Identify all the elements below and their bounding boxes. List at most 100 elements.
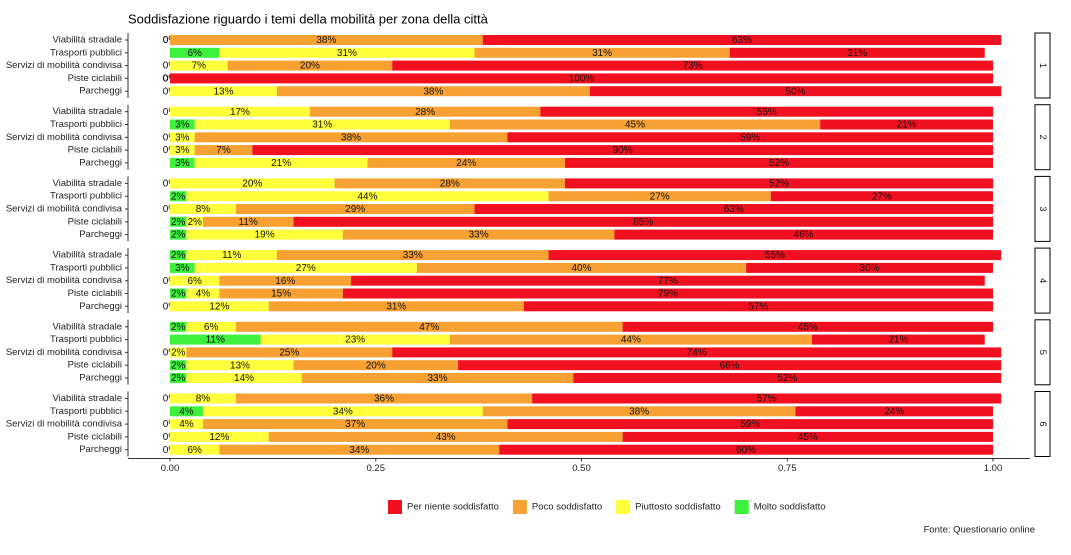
value-label: 11%	[222, 250, 241, 261]
bar-segment	[458, 360, 1002, 371]
facet-label: 2	[1037, 135, 1048, 140]
bar-segment	[170, 229, 187, 240]
bar-segment	[482, 35, 1002, 45]
value-label: 34%	[333, 406, 353, 417]
caption: Fonte: Questionario online	[924, 525, 1035, 536]
facet-strip	[1034, 319, 1051, 386]
value-label: 34%	[349, 445, 369, 456]
bar-segment	[746, 262, 993, 273]
value-label: 3%	[175, 120, 190, 131]
value-label: 59%	[740, 419, 760, 430]
bar-segment	[170, 119, 195, 130]
value-label: 60%	[736, 445, 756, 456]
bar-segment	[186, 373, 302, 383]
value-label: 45%	[798, 322, 818, 333]
y-tick-label: Viabilità stradale	[52, 250, 122, 261]
bar-segment	[499, 444, 993, 455]
bar-segment	[565, 178, 993, 189]
bar-segment	[170, 419, 203, 430]
bar-segment	[589, 86, 1002, 97]
value-label: 15%	[271, 289, 291, 300]
value-label: 31%	[337, 48, 357, 59]
value-label: 3%	[175, 132, 190, 143]
legend-label: Molto soddisfatto	[754, 502, 826, 513]
bar-segment	[170, 288, 187, 299]
value-label: 74%	[687, 348, 707, 359]
y-tick-label: Piste ciclabili	[68, 360, 122, 371]
value-label: 21%	[271, 158, 291, 169]
value-label: 11%	[206, 335, 225, 346]
y-tick-label: Parcheggi	[79, 229, 122, 240]
bar-segment	[276, 86, 590, 97]
value-label: 33%	[427, 373, 447, 384]
value-label: 12%	[209, 432, 229, 443]
bar-segment	[416, 262, 747, 273]
y-tick-label: Viabilità stradale	[52, 321, 122, 332]
value-label: 25%	[279, 348, 299, 359]
value-label: 52%	[777, 373, 797, 384]
facet-strip	[1034, 391, 1051, 457]
value-label: 7%	[216, 145, 231, 156]
y-tick-label: Servizi di mobilità condivisa	[6, 347, 123, 358]
bar-segment	[186, 229, 343, 240]
value-label: 4%	[196, 289, 211, 300]
value-label: 38%	[629, 406, 649, 417]
bar-segment	[622, 431, 993, 442]
bar-segment	[170, 47, 220, 58]
value-label: 11%	[239, 217, 258, 228]
y-tick-label: Servizi di mobilità condivisa	[6, 419, 123, 430]
value-label: 8%	[196, 204, 211, 215]
y-tick-label: Trasporti pubblici	[50, 262, 122, 273]
value-label: 45%	[798, 432, 818, 443]
bar-segment	[170, 106, 310, 117]
bar-segment	[170, 250, 187, 261]
value-label: 2%	[171, 191, 186, 202]
value-label: 77%	[658, 276, 678, 287]
value-label: 13%	[230, 360, 250, 371]
bar-segment	[202, 406, 483, 417]
value-label: 63%	[732, 35, 752, 46]
value-label: 20%	[242, 179, 262, 190]
bar-segment	[170, 204, 236, 214]
value-label: 33%	[403, 250, 423, 261]
y-tick-label: Servizi di mobilità condivisa	[6, 132, 123, 143]
y-tick-label: Trasporti pubblici	[50, 334, 122, 345]
bar-segment	[268, 431, 623, 442]
bar-segment	[367, 157, 566, 168]
bar-segment	[186, 360, 294, 371]
bar-segment	[268, 301, 524, 312]
bar-segment	[811, 334, 985, 345]
y-tick-label: Parcheggi	[79, 301, 122, 312]
value-label: 27%	[872, 191, 892, 202]
value-label: 36%	[374, 394, 394, 405]
value-label: 43%	[436, 432, 456, 443]
value-label: 3%	[175, 263, 190, 274]
value-label: 57%	[757, 394, 777, 405]
bar-segment	[186, 288, 220, 299]
value-label: 2%	[171, 373, 186, 384]
value-label: 3%	[175, 145, 190, 156]
y-tick-label: Trasporti pubblici	[50, 406, 122, 417]
legend-label: Per niente soddisfatto	[407, 502, 499, 513]
bar-segment	[219, 47, 475, 58]
bar-segment	[170, 406, 203, 417]
bar-segment	[194, 262, 417, 273]
y-tick-label: Piste ciclabili	[68, 73, 122, 84]
facet-strip	[1034, 104, 1051, 171]
value-label: 3%	[175, 158, 190, 169]
bar-segment	[170, 157, 195, 168]
value-label: 50%	[785, 86, 805, 97]
value-label: 31%	[592, 48, 612, 59]
legend-key	[388, 500, 402, 514]
bar-segment	[573, 373, 1002, 383]
value-label: 23%	[345, 335, 365, 346]
facet-strip	[1034, 32, 1051, 99]
bar-segment	[219, 444, 500, 455]
value-label: 30%	[860, 263, 880, 274]
bar-segment	[482, 406, 796, 417]
bar-segment	[186, 191, 549, 202]
y-tick-label: Viabilità stradale	[52, 178, 122, 189]
bar-segment	[293, 360, 459, 371]
facet-label: 4	[1037, 278, 1048, 283]
